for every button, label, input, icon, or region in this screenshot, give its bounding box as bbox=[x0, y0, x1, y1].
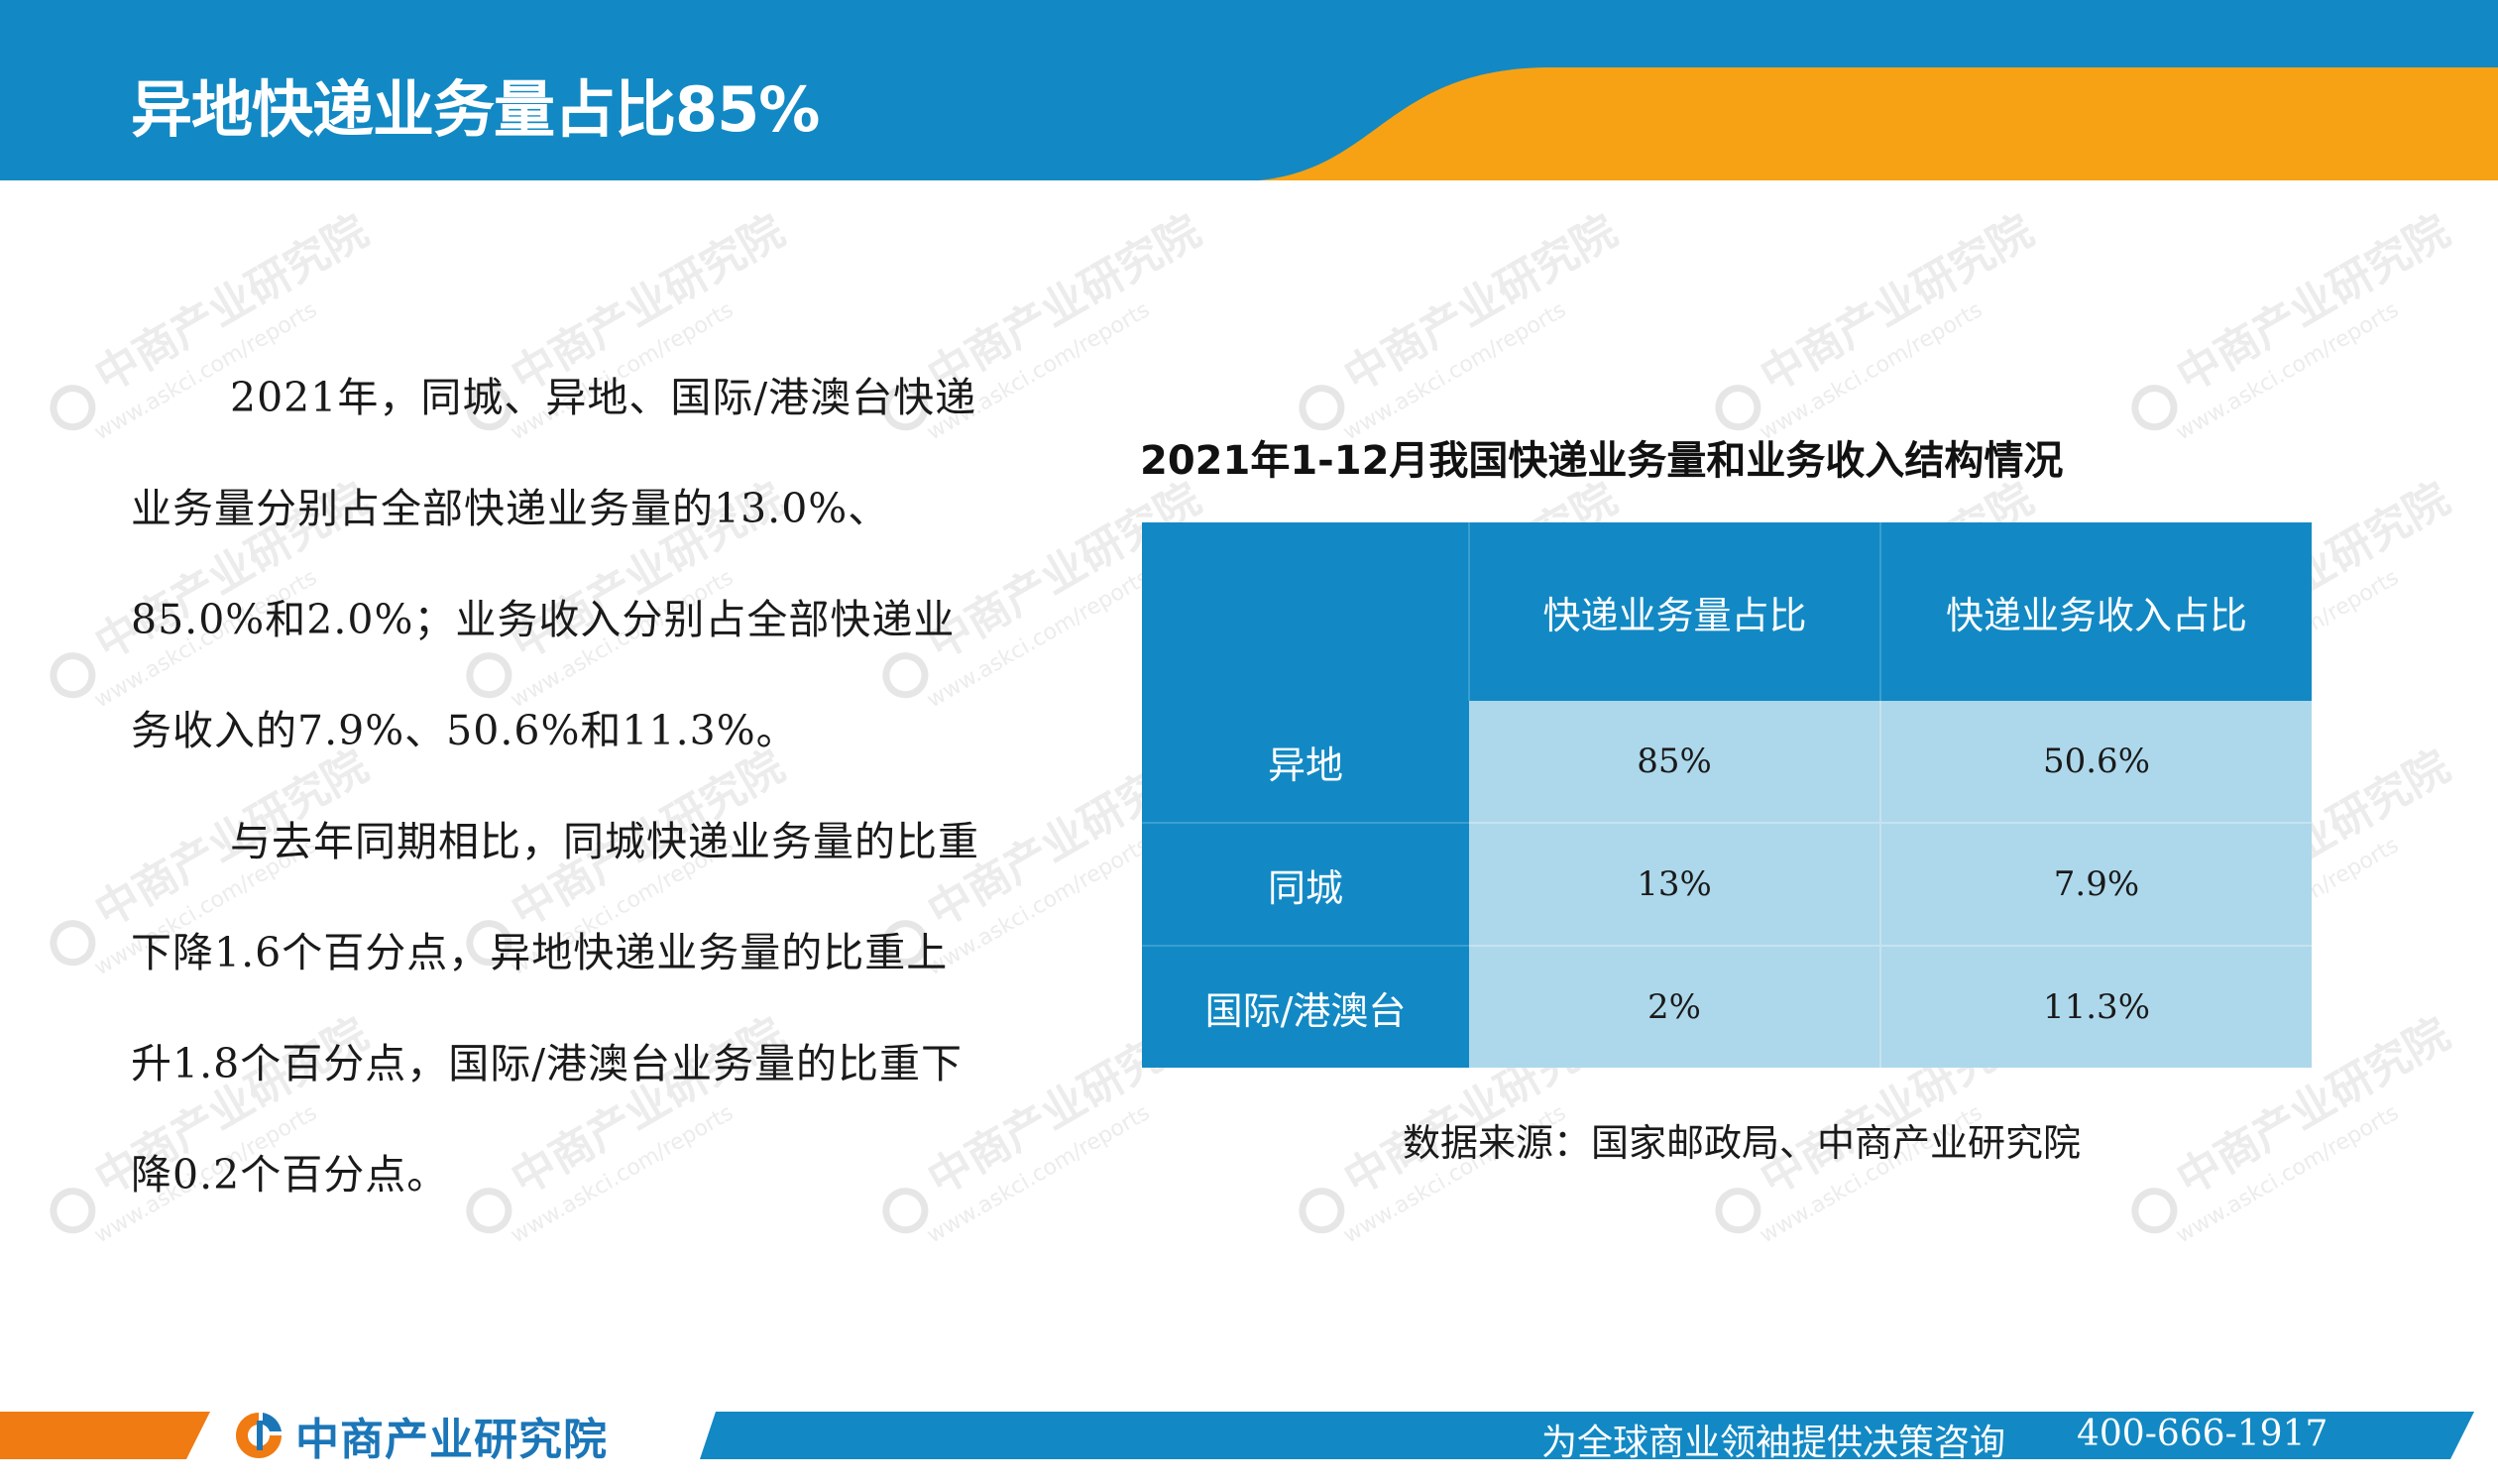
watermark-logo-icon bbox=[1706, 1179, 1769, 1242]
revenue-cell: 11.3% bbox=[1880, 946, 2312, 1068]
watermark-logo-icon bbox=[2122, 1179, 2186, 1242]
body-text: 2021年，同城、异地、国际/港澳台快递业务量分别占全部快递业务量的13.0%、… bbox=[131, 342, 983, 1230]
page-title: 异地快递业务量占比85% bbox=[131, 73, 820, 146]
row-label: 国际/港澳台 bbox=[1142, 946, 1469, 1068]
revenue-cell: 50.6% bbox=[1880, 701, 2312, 824]
footer-slogan: 为全球商业领袖提供决策咨询 bbox=[1541, 1423, 2006, 1463]
revenue-cell: 7.9% bbox=[1880, 823, 2312, 947]
table-header-volume: 快递业务量占比 bbox=[1469, 522, 1881, 701]
volume-cell: 2% bbox=[1469, 946, 1881, 1068]
watermark-logo-icon bbox=[41, 911, 104, 974]
row-label: 异地 bbox=[1142, 701, 1469, 824]
paragraph-1: 2021年，同城、异地、国际/港澳台快递业务量分别占全部快递业务量的13.0%、… bbox=[131, 374, 977, 754]
header-background bbox=[0, 0, 2498, 180]
row-label: 同城 bbox=[1142, 823, 1469, 947]
table-title: 2021年1-12月我国快递业务量和业务收入结构情况 bbox=[1140, 438, 2064, 484]
watermark-logo-icon bbox=[1290, 1179, 1353, 1242]
footer-phone: 400-666-1917 bbox=[2077, 1414, 2328, 1454]
volume-cell: 85% bbox=[1469, 701, 1881, 824]
table-header-row: 快递业务量占比 快递业务收入占比 bbox=[1142, 522, 2312, 701]
watermark-logo-icon bbox=[41, 376, 104, 439]
footer-bar bbox=[0, 1408, 2498, 1484]
data-source: 数据来源：国家邮政局、中商产业研究院 bbox=[1403, 1121, 2082, 1165]
table-row: 异地 85% 50.6% bbox=[1142, 701, 2312, 824]
table-row: 国际/港澳台 2% 11.3% bbox=[1142, 946, 2312, 1068]
watermark-logo-icon bbox=[41, 643, 104, 707]
brand-logo-icon bbox=[236, 1413, 282, 1458]
table-header-empty bbox=[1142, 522, 1470, 701]
table-header-revenue: 快递业务收入占比 bbox=[1880, 522, 2312, 701]
footer-background bbox=[0, 1412, 2474, 1459]
footer-brand: 中商产业研究院 bbox=[230, 1411, 608, 1465]
data-table: 快递业务量占比 快递业务收入占比 异地 85% 50.6% 同城 13% 7.9… bbox=[1142, 522, 2312, 1068]
paragraph-2: 与去年同期相比，同城快递业务量的比重下降1.6个百分点，异地快递业务量的比重上升… bbox=[131, 818, 979, 1199]
volume-cell: 13% bbox=[1469, 823, 1881, 947]
brand-name: 中商产业研究院 bbox=[295, 1415, 608, 1465]
header-banner: 异地快递业务量占比85% bbox=[0, 0, 2498, 180]
table-row: 同城 13% 7.9% bbox=[1142, 823, 2312, 947]
watermark-logo-icon bbox=[41, 1179, 104, 1242]
